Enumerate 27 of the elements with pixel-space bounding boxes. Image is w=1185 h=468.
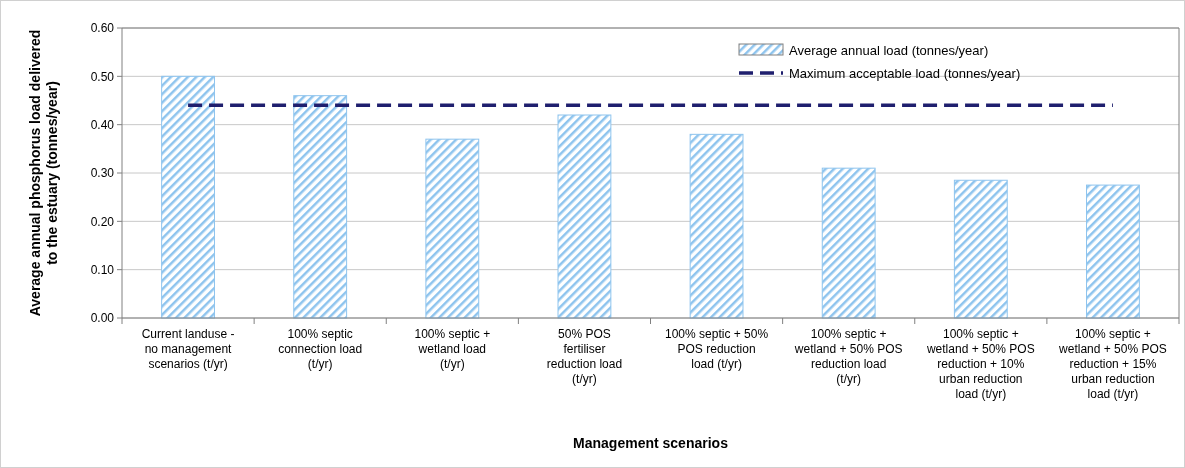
x-tick-label: 100% septic + wetland load (t/yr): [414, 327, 491, 371]
x-tick-label: 100% septic + wetland + 50% POS reduction + 10% urban reduction load (t/yr): [925, 327, 1035, 401]
y-tick-label: 0.00: [90, 311, 115, 326]
x-tick-label: 100% septic + wetland + 50% POS reduction + 15% urban reduction load (t/yr): [1058, 327, 1167, 401]
y-tick-label: 0.10: [90, 262, 115, 277]
bar: [953, 179, 1008, 319]
x-axis-title: Management scenarios: [573, 435, 729, 451]
bar: [1086, 184, 1140, 319]
bar: [557, 114, 612, 319]
x-tick-label: Current landuse - no management scenarios (t/yr): [141, 327, 235, 371]
bar: [821, 167, 876, 319]
y-tick-label: 0.30: [90, 166, 115, 181]
y-tick-label: 0.60: [90, 21, 115, 36]
x-tick-label: 100% septic + 50% POS reduction load (t/yr): [665, 327, 769, 371]
y-axis-title: Average annual phosphorus load delivered to the estuary (tonnes/year): [27, 29, 60, 317]
x-tick-label: 100% septic connection load (t/yr): [278, 327, 363, 371]
y-tick-label: 0.50: [90, 69, 115, 84]
bar: [161, 75, 215, 319]
bar: [293, 95, 348, 319]
y-tick-label: 0.20: [90, 214, 115, 229]
x-tick-label: 50% POS fertiliser reduction load (t/yr): [546, 327, 623, 386]
x-tick-label: 100% septic + wetland + 50% POS reduction load (t/yr): [793, 327, 903, 386]
legend-label: Average annual load (tonnes/year): [789, 42, 989, 58]
bar: [689, 133, 744, 319]
bar: [425, 138, 480, 319]
y-tick-label: 0.40: [90, 117, 115, 132]
legend-label: Maximum acceptable load (tonnes/year): [789, 65, 1021, 81]
